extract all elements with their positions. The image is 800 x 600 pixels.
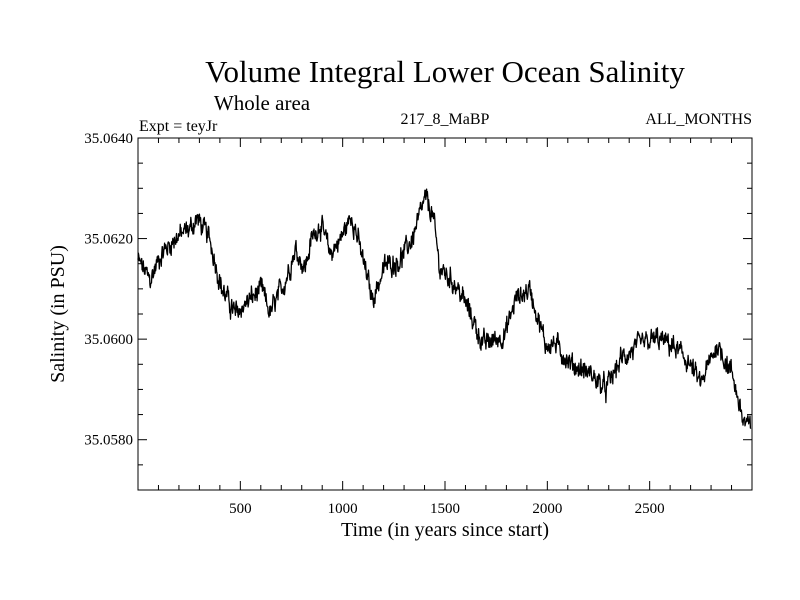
y-tick-label: 35.0600 xyxy=(84,332,133,348)
y-tick-label: 35.0640 xyxy=(84,131,133,147)
plot-area: 500 1000 1500 2000 2500 35.0640 35.0620 35.060… xyxy=(84,131,753,517)
x-tick-label: 500 xyxy=(229,501,252,517)
x-axis-label: Time (in years since start) xyxy=(341,519,549,541)
x-tick-label: 1000 xyxy=(328,501,358,517)
x-tick-label: 2500 xyxy=(635,501,665,517)
x-tick-label: 1500 xyxy=(430,501,460,517)
annotation-experiment: Expt = teyJr xyxy=(139,118,218,135)
chart-subtitle: Whole area xyxy=(214,91,311,115)
y-tick-label: 35.0620 xyxy=(84,232,133,248)
annotation-months: ALL_MONTHS xyxy=(645,111,752,128)
chart-title: Volume Integral Lower Ocean Salinity xyxy=(205,54,685,89)
y-axis-label: Salinity (in PSU) xyxy=(47,245,69,383)
y-axis: 35.0640 35.0620 35.0600 35.0580 xyxy=(84,131,752,466)
y-tick-label: 35.0580 xyxy=(84,433,133,449)
series-line xyxy=(137,188,752,429)
x-axis: 500 1000 1500 2000 2500 xyxy=(157,138,733,517)
x-tick-label: 2000 xyxy=(532,501,562,517)
annotation-period: 217_8_MaBP xyxy=(401,111,490,128)
